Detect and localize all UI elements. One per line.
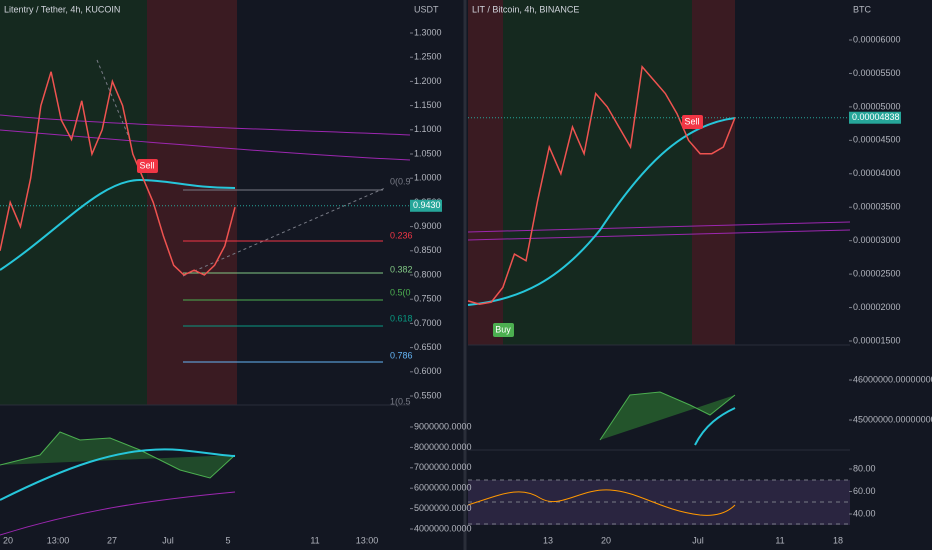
indicator-tick-label: 8000000.0000 <box>414 442 472 452</box>
price-tick-label: 0.5500 <box>414 390 442 400</box>
rsi-tick-label: 60.00 <box>853 486 876 496</box>
time-label: 13 <box>543 535 553 545</box>
fib-label: 0.382 <box>390 264 413 274</box>
price-tick-label: 0.00003000 <box>853 235 901 245</box>
price-tick-label: 0.8500 <box>414 245 442 255</box>
last-price-label: 0.9430 <box>413 200 441 210</box>
price-tick-label: 0.00004000 <box>853 168 901 178</box>
time-label: 18 <box>833 535 843 545</box>
price-tick-label: 0.00002000 <box>853 302 901 312</box>
price-tick-label: 1.0000 <box>414 173 442 183</box>
price-tick-label: 0.8000 <box>414 269 442 279</box>
price-tick-label: 0.6500 <box>414 342 442 352</box>
time-label: Jul <box>162 535 174 545</box>
signal-label: Buy <box>495 324 511 334</box>
currency-label: USDT <box>414 4 439 14</box>
time-label: 20 <box>3 535 13 545</box>
time-label: 5 <box>225 535 230 545</box>
price-tick-label: 0.00002500 <box>853 268 901 278</box>
indicator-tick-label: 46000000.00000000 <box>853 374 932 384</box>
price-tick-label: 0.00004500 <box>853 135 901 145</box>
indicator-area <box>599 391 736 441</box>
price-line <box>467 65 736 305</box>
ma-line <box>467 229 851 241</box>
rsi-ma <box>467 489 736 516</box>
signal-badge <box>137 159 158 173</box>
bull-zone <box>503 0 692 345</box>
indicator-line <box>0 491 236 536</box>
price-tick-label: 0.00005500 <box>853 68 901 78</box>
indicator-tick-label: 45000000.00000000 <box>853 414 932 424</box>
price-tick-label: 1.0500 <box>414 148 442 158</box>
bear-zone <box>468 0 503 345</box>
fib-label: 0.236 <box>390 230 413 240</box>
fib-label: 0(0.9 <box>390 176 411 186</box>
fib-label: 0.786 <box>390 350 413 360</box>
price-tick-label: 0.00005000 <box>853 101 901 111</box>
time-label: 27 <box>107 535 117 545</box>
price-tick-label: 1.3000 <box>414 27 442 37</box>
fib-label: 1(0.5 <box>390 396 411 406</box>
indicator-line <box>694 407 736 446</box>
currency-label: BTC <box>853 4 872 14</box>
ma-line <box>0 178 236 271</box>
last-price-label: 0.00004838 <box>852 112 900 122</box>
panel-title: LIT / Bitcoin, 4h, BINANCE <box>472 4 579 14</box>
trend-line <box>96 59 131 141</box>
rsi-band <box>468 480 850 525</box>
price-tick-label: 1.1000 <box>414 124 442 134</box>
price-tick-label: 1.1500 <box>414 100 442 110</box>
price-tick-label: 0.00006000 <box>853 34 901 44</box>
rsi-tick-label: 80.00 <box>853 463 876 473</box>
price-line <box>0 71 236 276</box>
signal-label: Sell <box>684 116 699 126</box>
bear-zone <box>147 0 237 405</box>
price-tick-label: 0.00001500 <box>853 335 901 345</box>
panel-title: Litentry / Tether, 4h, KUCOIN <box>4 4 120 14</box>
price-tick-label: 1.2000 <box>414 76 442 86</box>
price-tick-label: 0.9000 <box>414 221 442 231</box>
ma-line <box>0 129 411 161</box>
time-label: Jul <box>692 535 704 545</box>
fib-label: 0.5(0 <box>390 287 411 297</box>
last-price-box <box>849 111 901 124</box>
indicator-tick-label: 4000000.0000 <box>414 523 472 533</box>
signal-badge <box>682 115 703 129</box>
ma-line <box>0 114 411 136</box>
ma-line <box>467 117 736 306</box>
bull-zone <box>0 0 147 405</box>
signal-badge <box>493 323 514 337</box>
last-price-box <box>410 199 442 212</box>
price-tick-label: 0.6000 <box>414 366 442 376</box>
indicator-line <box>0 448 236 501</box>
indicator-tick-label: 5000000.0000 <box>414 503 472 513</box>
indicator-tick-label: 6000000.0000 <box>414 483 472 493</box>
price-tick-label: 0.7500 <box>414 294 442 304</box>
time-label: 13:00 <box>47 535 70 545</box>
fib-label: 0.618 <box>390 313 413 323</box>
time-label: 20 <box>601 535 611 545</box>
time-label: 11 <box>775 535 784 545</box>
price-tick-label: 0.7000 <box>414 318 442 328</box>
indicator-tick-label: 9000000.0000 <box>414 421 472 431</box>
rsi-tick-label: 40.00 <box>853 508 876 518</box>
time-label: 11 <box>310 535 319 545</box>
bear-zone <box>692 0 735 345</box>
time-label: 13:00 <box>356 535 379 545</box>
signal-label: Sell <box>139 160 154 170</box>
indicator-tick-label: 7000000.0000 <box>414 462 472 472</box>
price-tick-label: 1.2500 <box>414 52 442 62</box>
price-tick-label: 0.00003500 <box>853 202 901 212</box>
